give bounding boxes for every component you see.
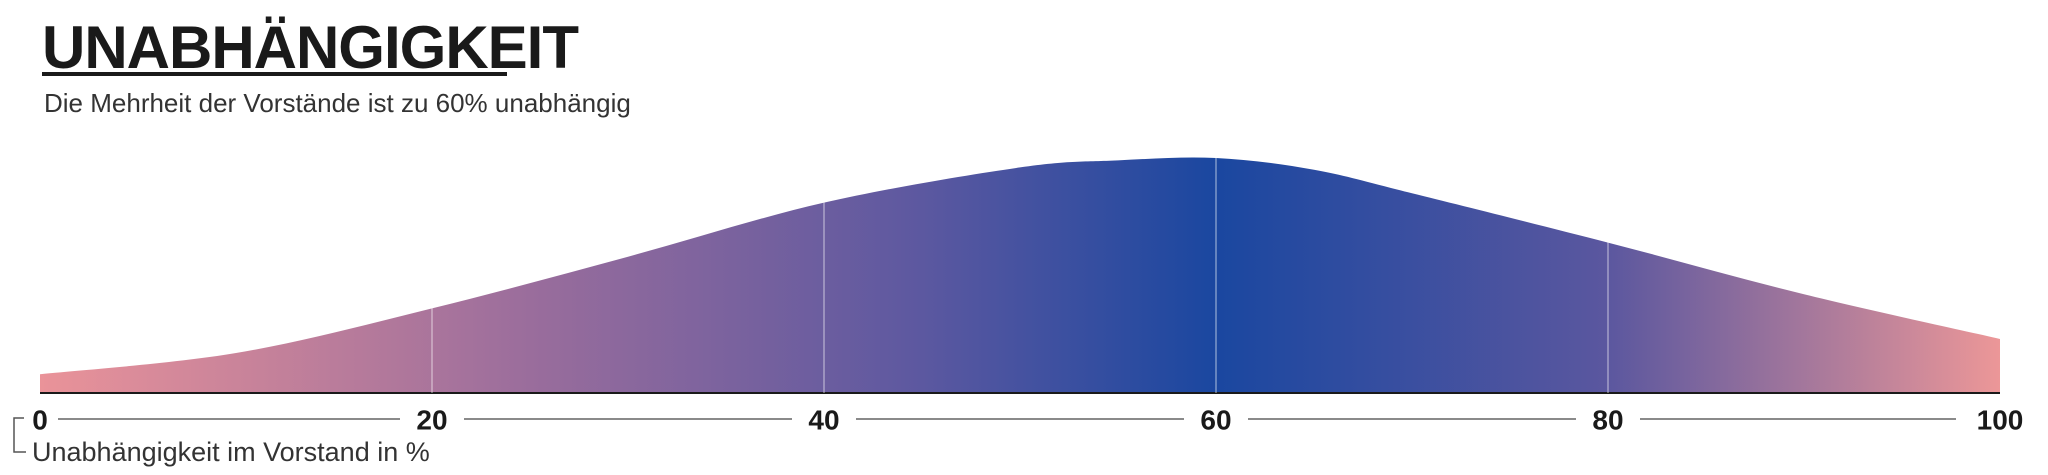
x-tick-label: 60 — [1200, 404, 1231, 435]
area — [40, 157, 2000, 393]
x-tick-label: 40 — [808, 404, 839, 435]
x-tick-label: 80 — [1592, 404, 1623, 435]
chart-subtitle: Die Mehrheit der Vorstände ist zu 60% un… — [44, 88, 631, 118]
x-axis-label: Unabhängigkeit im Vorstand in % — [32, 437, 430, 467]
x-tick-label: 0 — [32, 404, 48, 435]
x-tick-label: 20 — [416, 404, 447, 435]
chart-title: UNABHÄNGIGKEIT — [42, 14, 578, 81]
x-tick-label: 100 — [1977, 404, 2024, 435]
axis-bracket — [13, 417, 26, 453]
title-underline — [42, 72, 507, 76]
